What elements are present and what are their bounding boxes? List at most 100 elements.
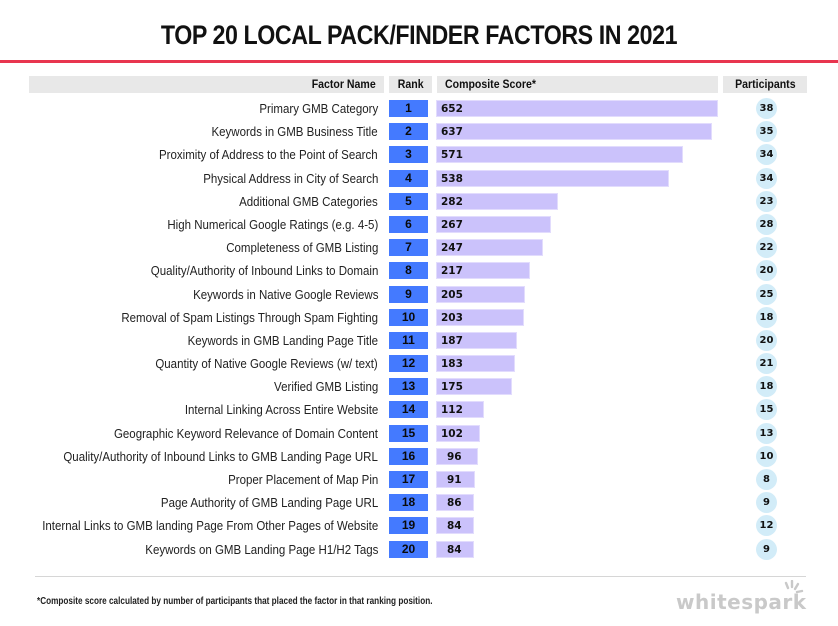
- score-bar: [436, 401, 484, 419]
- table-row: Physical Address in City of Search 4 538 34: [0, 167, 838, 191]
- participants-badge: 35: [756, 121, 777, 143]
- header-composite-score: Composite Score*: [437, 76, 718, 93]
- factor-name: Quality/Authority of Inbound Links to GM…: [63, 449, 378, 464]
- rank-badge: 19: [389, 517, 428, 535]
- score-value: 267: [441, 218, 463, 231]
- table-row: Verified GMB Listing 13 175 18: [0, 376, 838, 399]
- score-value: 84: [447, 543, 462, 556]
- table-row: Keywords in GMB Landing Page Title 11 187 2…: [0, 329, 838, 353]
- participants-badge: 20: [756, 260, 777, 282]
- rank-badge: 15: [389, 424, 428, 442]
- footnote: *Composite score calculated by number of…: [37, 596, 433, 607]
- score-value: 112: [441, 404, 463, 417]
- table-row: Completeness of GMB Listing 7 247 22: [0, 237, 838, 260]
- score-value: 102: [441, 427, 463, 440]
- score-bar: [436, 447, 478, 465]
- score-bar: [436, 123, 712, 141]
- table-row: Quality/Authority of Inbound Links to Do…: [0, 260, 838, 283]
- table-row: Quantity of Native Google Reviews (w/ te…: [0, 353, 838, 376]
- score-bar: [436, 239, 543, 257]
- participants-badge: 15: [756, 399, 777, 421]
- participants-badge: 12: [756, 515, 777, 537]
- score-value: 571: [441, 149, 463, 162]
- factor-name: Proximity of Address to the Point of Sea…: [159, 148, 378, 163]
- spark-icon: [784, 580, 804, 594]
- participants-badge: 18: [756, 376, 777, 398]
- rank-badge: 16: [389, 447, 428, 465]
- rank-badge: 1: [389, 100, 428, 117]
- score-value: 205: [441, 288, 463, 301]
- factor-name: Quality/Authority of Inbound Links to Do…: [150, 264, 378, 279]
- table-row: Geographic Keyword Relevance of Domain C…: [0, 422, 838, 446]
- rank-badge: 9: [389, 285, 428, 303]
- participants-badge: 25: [756, 283, 777, 305]
- rank-badge: 8: [389, 262, 428, 280]
- score-bar: [436, 262, 530, 280]
- score-value: 217: [441, 265, 463, 278]
- score-bar: [436, 378, 512, 396]
- factor-name: Additional GMB Categories: [239, 194, 378, 209]
- score-bar: [436, 355, 515, 373]
- score-bar: [436, 471, 475, 488]
- score-bar: [436, 308, 524, 326]
- score-bar: [436, 517, 474, 535]
- factor-name: Verified GMB Listing: [273, 380, 378, 395]
- rank-badge: 17: [389, 471, 428, 488]
- rank-badge: 20: [389, 540, 428, 558]
- factor-name: High Numerical Google Ratings (e.g. 4-5): [167, 217, 378, 232]
- rank-badge: 5: [389, 192, 428, 210]
- factor-name: Physical Address in City of Search: [202, 171, 378, 186]
- footer-divider: [35, 576, 806, 577]
- factor-name: Geographic Keyword Relevance of Domain C…: [113, 426, 378, 441]
- table-row: Internal Linking Across Entire Website 14…: [0, 399, 838, 422]
- header-rank: Rank: [389, 76, 432, 93]
- score-bar: [436, 215, 551, 233]
- score-bar: [436, 192, 558, 210]
- score-bar: [436, 100, 718, 117]
- score-value: 86: [447, 497, 462, 510]
- factor-name: Internal Linking Across Entire Website: [184, 403, 378, 418]
- score-bar: [436, 331, 517, 349]
- factor-name: Keywords on GMB Landing Page H1/H2 Tags: [144, 542, 378, 557]
- factor-name: Quantity of Native Google Reviews (w/ te…: [155, 357, 378, 372]
- header-factor-name: Factor Name: [29, 76, 384, 93]
- score-bar: [436, 424, 480, 442]
- score-value: 96: [447, 450, 462, 463]
- participants-badge: 9: [756, 492, 777, 514]
- table-row: Proper Placement of Map Pin 17 91 8: [0, 469, 838, 492]
- rank-badge: 11: [389, 331, 428, 349]
- score-value: 247: [441, 242, 463, 255]
- score-bar: [436, 169, 669, 187]
- participants-badge: 21: [756, 353, 777, 375]
- table-row: Proximity of Address to the Point of Sea…: [0, 144, 838, 167]
- score-value: 84: [447, 520, 462, 533]
- participants-badge: 9: [756, 538, 777, 560]
- rank-badge: 18: [389, 494, 428, 512]
- rank-badge: 6: [389, 215, 428, 233]
- rank-badge: 7: [389, 239, 428, 257]
- score-bar: [436, 494, 474, 512]
- participants-badge: 18: [756, 306, 777, 328]
- score-value: 183: [441, 358, 463, 371]
- rank-badge: 13: [389, 378, 428, 396]
- title-divider: [0, 60, 838, 63]
- table-row: Keywords in GMB Business Title 2 637 35: [0, 121, 838, 144]
- score-value: 637: [441, 126, 463, 139]
- factor-name: Primary GMB Category: [259, 102, 378, 116]
- rank-badge: 12: [389, 355, 428, 373]
- table-row: Removal of Spam Listings Through Spam Fi…: [0, 306, 838, 330]
- table-row: Additional GMB Categories 5 282 23: [0, 190, 838, 214]
- factor-name: Proper Placement of Map Pin: [227, 473, 378, 487]
- score-value: 282: [441, 195, 463, 208]
- brand-logo: whitespark: [676, 590, 807, 614]
- participants-badge: 38: [756, 98, 777, 119]
- rank-badge: 14: [389, 401, 428, 419]
- factor-name: Completeness of GMB Listing: [225, 241, 378, 256]
- participants-badge: 20: [756, 329, 777, 351]
- factor-name: Keywords in GMB Business Title: [211, 125, 378, 140]
- participants-badge: 28: [756, 213, 777, 235]
- factor-name: Page Authority of GMB Landing Page URL: [160, 496, 378, 511]
- table-row: Primary GMB Category 1 652 38: [0, 98, 838, 121]
- table-row: Keywords on GMB Landing Page H1/H2 Tags 2…: [0, 538, 838, 562]
- score-value: 203: [441, 311, 463, 324]
